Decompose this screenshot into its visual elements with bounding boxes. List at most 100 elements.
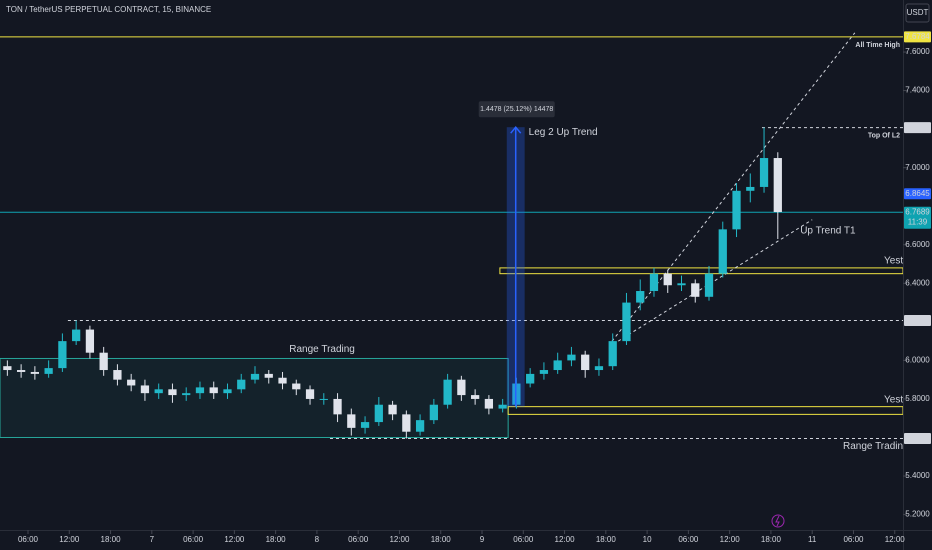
- candle-body: [58, 341, 67, 369]
- x-tick-label: 06:00: [678, 535, 699, 544]
- candle-body: [333, 398, 342, 415]
- candle-body: [443, 379, 452, 405]
- price-tag: [904, 206, 931, 229]
- candle-body: [278, 377, 287, 384]
- y-tick-label: 6.6000: [905, 240, 930, 249]
- x-tick-label: 12:00: [224, 535, 245, 544]
- x-tick-label: 12:00: [720, 535, 741, 544]
- y-tick-label: 6.0000: [905, 356, 930, 365]
- candle-body: [360, 422, 370, 428]
- measure-label: 1.4478 (25.12%) 14478: [480, 106, 553, 113]
- candle-body: [319, 398, 328, 400]
- x-tick-label: 12:00: [555, 535, 576, 544]
- range-box: [0, 357, 509, 438]
- candle-body: [250, 373, 260, 380]
- candle-body: [622, 302, 631, 342]
- event-icon[interactable]: [771, 514, 785, 528]
- candle-body: [195, 387, 205, 394]
- zone: [507, 406, 903, 415]
- candle-body: [498, 404, 507, 409]
- candle-body: [539, 370, 549, 374]
- x-tick-label: 06:00: [18, 535, 39, 544]
- candle-body: [663, 273, 672, 286]
- candle-body: [182, 393, 191, 396]
- price-tag-label: 7.2080: [905, 123, 930, 132]
- candle-body: [16, 370, 26, 372]
- x-tick-label: 18:00: [596, 535, 617, 544]
- x-tick-label: 06:00: [843, 535, 864, 544]
- price-tag: [904, 433, 931, 445]
- candle-body: [264, 373, 273, 378]
- candle-body: [30, 371, 40, 374]
- level-note: Range Trading Lo: [843, 441, 923, 452]
- candle-body: [223, 389, 232, 394]
- candle-body: [773, 158, 782, 212]
- candle-body: [292, 383, 301, 390]
- price-tag-label: 6.8645: [905, 189, 930, 198]
- x-tick-label: 12:00: [885, 535, 906, 544]
- zone-label: Yeste: [884, 394, 909, 405]
- price-tag: [904, 122, 931, 134]
- candle-body: [85, 329, 95, 353]
- candle-body: [127, 379, 136, 386]
- candle-body: [374, 404, 383, 423]
- candle-body: [677, 283, 686, 286]
- chart-title: TON / TetherUS PERPETUAL CONTRACT, 15, B…: [6, 5, 211, 14]
- candle-body: [718, 229, 727, 274]
- candle-body: [553, 360, 562, 371]
- candle-body: [608, 341, 617, 367]
- y-tick-label: 5.8000: [905, 394, 930, 403]
- y-tick-label: 6.4000: [905, 278, 930, 287]
- x-tick-label: 8: [315, 535, 320, 544]
- candle-body: [732, 190, 741, 230]
- y-tick-label: 7.4000: [905, 86, 930, 95]
- x-tick-label: 9: [480, 535, 485, 544]
- y-tick-label: 5.4000: [905, 471, 930, 480]
- x-tick-label: 10: [643, 535, 652, 544]
- trend-line: [617, 219, 813, 342]
- currency-box[interactable]: [905, 3, 930, 23]
- level-note: Top Of L2: [868, 132, 900, 139]
- candle-body: [388, 404, 397, 415]
- plot: Range Trading Yeste Yeste All Time High Top …: [0, 32, 923, 452]
- zone: [499, 267, 903, 275]
- price-tag: [904, 315, 931, 327]
- range-box-label: Range Trading: [289, 344, 355, 355]
- event-bolt: [775, 515, 780, 527]
- y-tick-label: 7.6000: [905, 47, 930, 56]
- candle-body: [471, 395, 480, 399]
- currency: USDT: [907, 8, 929, 17]
- candle-body: [72, 329, 81, 342]
- trend-line-label: Up Trend T1: [800, 225, 856, 236]
- price-tag-label: 6.2068: [905, 316, 930, 325]
- candle-body: [99, 352, 108, 371]
- candle-body: [581, 354, 590, 371]
- y-tick-label: 7.0000: [905, 163, 930, 172]
- candle-body: [347, 414, 356, 428]
- candle-body: [402, 414, 411, 432]
- x-tick-label: 06:00: [183, 535, 204, 544]
- candle-body: [746, 186, 755, 191]
- candle-body: [3, 366, 12, 371]
- x-tick-label: 06:00: [348, 535, 369, 544]
- candle-body: [415, 420, 425, 432]
- price-tag-label: 5.5945: [905, 434, 930, 443]
- price-tag-label: 7.6784: [905, 32, 930, 41]
- candle-body: [649, 273, 659, 292]
- measure-label-box: [478, 101, 555, 118]
- candle-body: [457, 379, 466, 396]
- price-tag: [904, 188, 931, 200]
- candle-body: [484, 398, 494, 409]
- axes: 7.6000 7.4000 7.0000 6.6000 6.4000 6.0000 5.80…: [18, 31, 931, 544]
- candle-body: [113, 370, 122, 380]
- x-tick-label: 18:00: [431, 535, 452, 544]
- candle-body: [567, 354, 576, 361]
- zone-label: Yeste: [884, 256, 909, 267]
- measure-note: Leg 2 Up Trend: [529, 127, 598, 138]
- x-tick-label: 12:00: [59, 535, 80, 544]
- price-tag-countdown: 11:39: [908, 217, 928, 226]
- candle-body: [526, 373, 535, 384]
- price-tag-label: 6.7689: [905, 207, 930, 216]
